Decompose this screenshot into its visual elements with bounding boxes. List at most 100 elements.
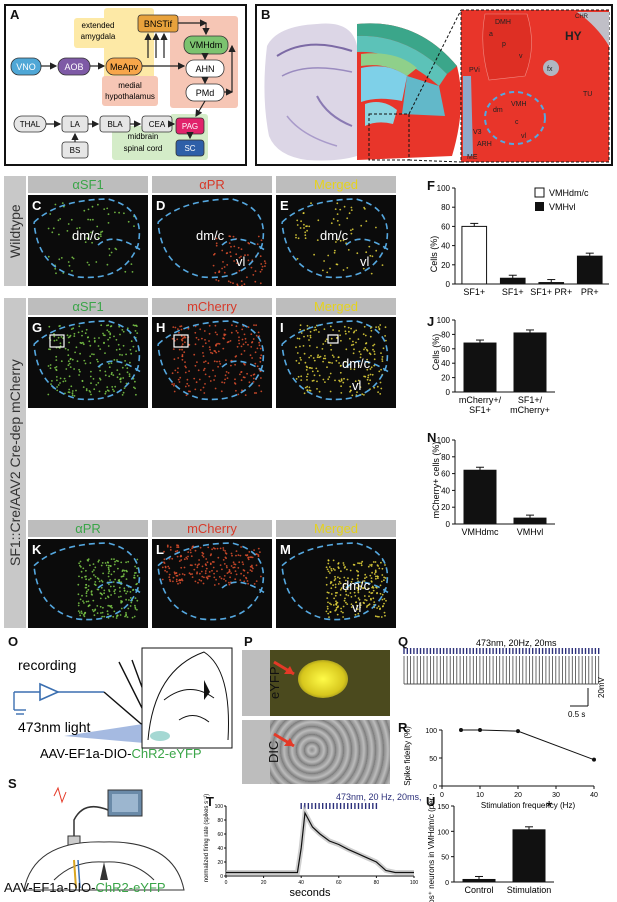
micro-head-0-2: Merged [276,176,396,193]
cell-dot [89,355,92,358]
cell-dot [74,351,76,354]
cell-dot [98,377,101,380]
cell-dot [370,597,372,600]
cell-dot [53,335,56,338]
region-dmc: dm/c [320,228,349,243]
cell-dot [308,356,311,359]
cell-dot [85,584,87,586]
cell-dot [207,575,210,578]
cell-dot [205,558,208,560]
cell-dot [121,329,124,331]
trace-q: 473nm, 20Hz, 20ms 20mV 0.5 s [403,638,606,719]
cell-dot [102,606,104,609]
cell-dot [61,202,64,204]
cell-dot [297,237,300,240]
cell-dot [91,353,93,355]
cell-dot [239,579,242,581]
cell-dot [243,574,245,577]
cell-dot [108,589,110,591]
cell-dot [81,334,83,337]
cell-dot [93,388,96,391]
cell-dot [125,561,127,564]
cell-dot [224,552,227,554]
cell-dot [302,345,305,347]
cell-dot [241,284,243,286]
panel-t-label: T [206,794,214,809]
cell-dot [252,381,255,383]
micro-head-0-0: αSF1 [28,176,148,193]
cell-dot [103,589,106,592]
cell-dot [91,609,94,611]
cell-dot [300,332,303,334]
panel-r-label: R [398,720,408,735]
cell-dot [63,377,66,380]
cell-dot [259,360,262,363]
bar-0 [463,342,497,393]
cell-dot [230,255,232,258]
cell-dot [359,604,362,606]
svg-text:PMd: PMd [196,88,215,98]
cell-dot [124,360,126,362]
cell-dot [204,570,207,572]
cell-dot [381,598,384,601]
cell-dot [213,572,215,575]
cell-dot [347,326,350,329]
cell-dot [208,332,211,335]
cell-dot [123,212,125,215]
cell-dot [306,366,309,369]
cell-dot [108,570,111,573]
cell-dot [90,231,92,234]
cell-dot [107,338,109,341]
cell-dot [50,383,52,385]
nucleus-outline [281,320,389,401]
cell-dot [102,332,104,335]
light-label: 473nm light [18,719,90,735]
cell-dot [234,378,236,381]
cell-dot [176,550,179,552]
cell-dot [183,566,186,569]
cell-dot [97,360,99,363]
cell-dot [236,345,239,348]
cell-dot [311,370,314,373]
cell-dot [367,376,369,379]
legend-swatch-dm [534,187,545,198]
cell-dot [176,574,179,577]
cell-dot [68,341,70,344]
cell-dot [199,572,201,575]
cell-dot [370,565,373,567]
cell-dot [338,577,341,580]
cell-dot [372,589,375,592]
cell-dot [304,386,307,389]
cell-dot [344,360,347,363]
cell-dot [254,351,257,354]
category-label: SF1+ [469,405,491,415]
cell-dot [383,598,386,600]
cell-dot [342,381,345,384]
cell-dot [181,355,184,358]
cell-dot [372,561,375,563]
cell-dot [221,381,223,384]
cell-dot [99,597,102,600]
cell-dot [326,591,329,594]
cell-dot [357,574,360,577]
cell-dot [97,382,100,384]
cell-dot [357,612,360,615]
cell-dot [250,266,253,269]
cell-dot [92,599,95,602]
cell-dot [110,251,113,254]
cell-dot [230,552,233,555]
cell-dot [55,272,57,275]
bar-1 [512,829,546,883]
cell-dot [232,235,235,238]
cell-dot [217,350,220,353]
cell-dot [377,326,380,328]
cell-dot [123,573,125,575]
cell-dot [85,600,88,603]
cell-dot [300,375,303,378]
cell-dot [205,567,208,570]
nucleus-outline [157,320,265,401]
f-ylabel: Cells (%) [429,236,439,273]
cell-dot [93,337,96,340]
cell-dot [327,562,330,565]
cell-dot [183,351,186,354]
